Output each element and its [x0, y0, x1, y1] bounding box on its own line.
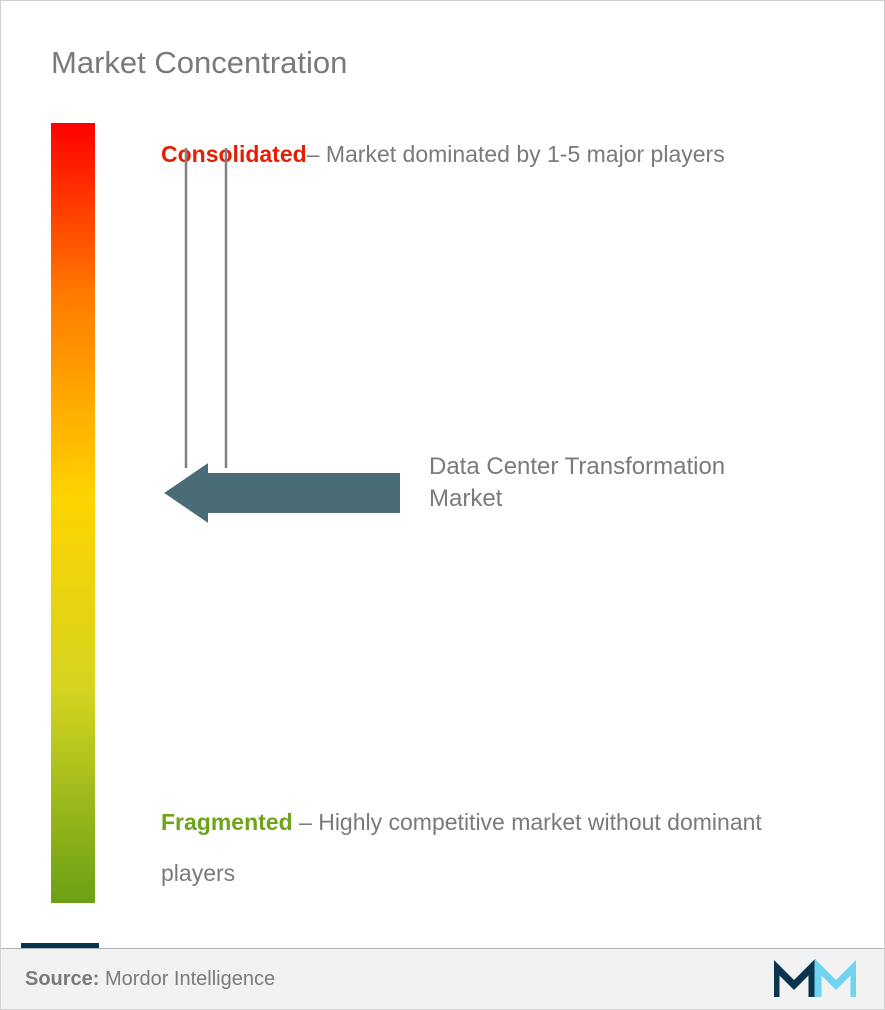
page-title: Market Concentration — [51, 45, 834, 81]
source-label: Source: — [25, 968, 99, 990]
market-name-label: Data Center Transformation Market — [429, 451, 749, 516]
mordor-logo-icon — [774, 959, 856, 999]
fragmented-term: Fragmented — [161, 809, 293, 835]
bracket-lines — [171, 148, 241, 478]
concentration-diagram: Consolidated– Market dominated by 1-5 ma… — [51, 123, 834, 903]
source-attribution: Source: Mordor Intelligence — [25, 968, 275, 991]
concentration-gradient-bar — [51, 123, 95, 903]
footer: Source: Mordor Intelligence — [1, 943, 884, 1009]
arrow-left-icon — [161, 463, 411, 523]
source-value: Mordor Intelligence — [99, 968, 275, 990]
consolidated-label-block: Consolidated– Market dominated by 1-5 ma… — [161, 129, 841, 180]
fragmented-label-block: Fragmented – Highly competitive market w… — [161, 797, 841, 898]
consolidated-desc: – Market dominated by 1-5 major players — [307, 141, 725, 167]
